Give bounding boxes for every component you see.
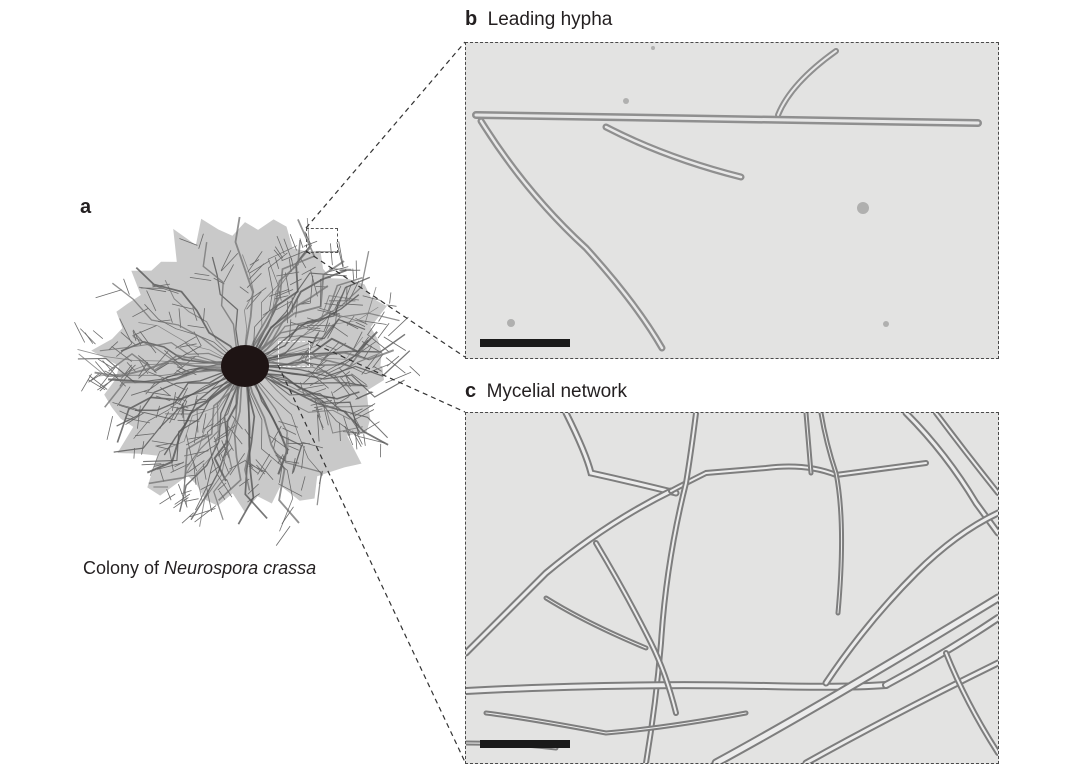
- caption-species: Neurospora crassa: [164, 558, 317, 578]
- inset-box-edge: [306, 228, 338, 253]
- panel-c-heading: c Mycelial network: [465, 380, 627, 403]
- panel-b-title: Leading hypha: [487, 9, 613, 30]
- panel-b-heading: b Leading hypha: [465, 8, 612, 31]
- panel-b-letter: b: [465, 8, 478, 30]
- colony-center: [221, 345, 269, 387]
- caption-prefix: Colony of: [83, 558, 165, 578]
- colony-caption: Colony of Neurospora crassa: [83, 558, 316, 579]
- panel-c-letter: c: [465, 380, 477, 402]
- mycelial-network-micrograph: [465, 412, 999, 764]
- panel-a-letter: a: [80, 196, 92, 218]
- scale-bar-c: [480, 740, 570, 748]
- leading-hypha-micrograph: [465, 42, 999, 359]
- panel-c-title: Mycelial network: [486, 381, 628, 402]
- scale-bar-b: [480, 339, 570, 347]
- colony-image: [74, 216, 420, 546]
- inset-box-interior: [278, 341, 310, 367]
